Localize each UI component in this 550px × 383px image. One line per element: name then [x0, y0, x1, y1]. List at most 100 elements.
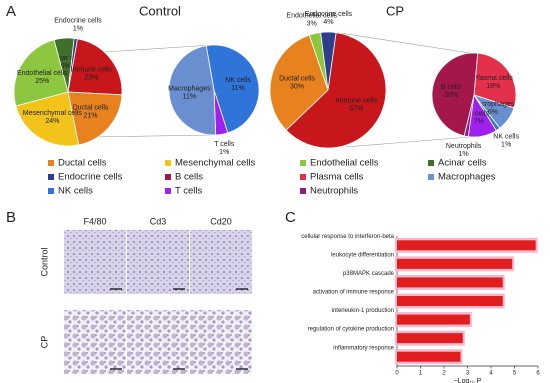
x-tick-label: 5: [513, 371, 517, 377]
legend-swatch: [48, 188, 54, 194]
pie-slice: [285, 32, 387, 149]
slice-value-label: 11%: [183, 93, 197, 100]
slice-label: NK cells: [225, 77, 251, 84]
pie-slice: [269, 34, 329, 131]
slice-label: Endocrine cells: [305, 11, 353, 18]
panel-label: A: [6, 3, 16, 20]
slice-value-label: 1%: [219, 149, 229, 156]
slice-value-label: 1%: [73, 26, 83, 33]
panel-label: C: [285, 209, 296, 226]
legend-label: Plasma cells: [310, 172, 364, 183]
micrograph: [127, 230, 189, 294]
x-tick-label: 1: [419, 371, 423, 377]
slice-value-label: 18%: [486, 83, 500, 90]
legend-label: Neutrophils: [310, 186, 358, 197]
y-tick-label: cellular response to interferon-beta: [301, 234, 394, 240]
slice-label: Mesenchymal cells: [23, 110, 83, 117]
legend-label: B cells: [175, 172, 203, 183]
slice-label: Acinar cells: [48, 55, 84, 62]
pie-slice: [15, 91, 80, 147]
y-tick-label: p38MAPK cascade: [343, 271, 395, 277]
bar: [397, 258, 513, 269]
legend-swatch: [300, 174, 306, 180]
x-tick-label: 2: [442, 371, 446, 377]
slice-label: T cells: [214, 141, 235, 148]
column-label: Cd3: [150, 216, 167, 226]
slice-value-label: 6%: [488, 109, 498, 116]
slice-label: NK cells: [493, 134, 519, 141]
slice-value-label: 1%: [459, 151, 469, 158]
slice-value-label: 21%: [83, 112, 97, 119]
row-label: Control: [39, 247, 49, 276]
micrograph: [127, 310, 189, 374]
legend-swatch: [428, 174, 434, 180]
slice-value-label: 24%: [45, 118, 59, 125]
bar: [397, 314, 470, 325]
legend-label: Ductal cells: [58, 158, 107, 169]
bar: [397, 240, 536, 251]
legend-swatch: [300, 160, 306, 166]
legend-swatch: [48, 160, 54, 166]
bar: [397, 277, 503, 288]
micrograph: [190, 310, 252, 374]
y-tick-label: leukocyte differentiation: [331, 252, 394, 258]
micrograph: [64, 230, 126, 294]
slice-value-label: 3%: [307, 21, 317, 28]
legend-label: Endothelial cells: [310, 158, 379, 169]
slice-label: Plasma cells: [474, 75, 514, 82]
pie-slice: [320, 31, 337, 91]
y-tick-label: regulation of cytokine production: [308, 327, 394, 333]
micrographs: F4/80 Cd3 Cd20 Control CP: [39, 216, 252, 374]
y-tick-label: inflammatory response: [333, 345, 394, 351]
column-label: Cd20: [210, 216, 232, 226]
slice-value-label: 30%: [444, 92, 458, 99]
pie-slice: [168, 45, 217, 136]
x-tick-label: 0: [395, 371, 399, 377]
pie-slice: [431, 52, 479, 137]
slice-value-label: 25%: [35, 78, 49, 85]
legend-swatch: [165, 174, 171, 180]
slice-label: Immune cells: [71, 66, 113, 73]
legend-label: Mesenchymal cells: [175, 158, 255, 169]
slice-value-label: 30%: [290, 83, 304, 90]
slice-label: Endocrine cells: [54, 18, 102, 25]
bar: [397, 296, 503, 306]
panel-label: B: [6, 209, 16, 226]
legend-label: Acinar cells: [438, 158, 487, 169]
pie-slice: [205, 44, 260, 134]
slice-value-label: 1%: [501, 142, 511, 149]
slice-value-label: 4%: [323, 19, 333, 26]
y-tick-label: interleukin-1 production: [332, 308, 394, 314]
slice-label: Ductal cells: [279, 75, 315, 82]
pie-title: CP: [386, 3, 404, 18]
legend-label: NK cells: [58, 186, 93, 197]
legend-swatch: [300, 188, 306, 194]
slice-label: Endothelial cells: [17, 70, 68, 77]
slice-label: Endothelial cells: [286, 13, 337, 20]
legend-swatch: [165, 188, 171, 194]
pie-slice: [473, 52, 517, 109]
micrograph: [64, 310, 126, 374]
slice-value-label: 7%: [474, 118, 484, 125]
legend-label: Endocrine cells: [58, 172, 123, 183]
micrograph: [190, 230, 252, 294]
bar: [397, 333, 463, 344]
slice-value-label: 6%: [61, 63, 71, 70]
legend-label: Macrophages: [438, 172, 496, 183]
row-label: CP: [39, 336, 49, 349]
x-tick-label: 3: [466, 371, 470, 377]
slice-value-label: 11%: [231, 85, 245, 92]
pie-slice: [13, 39, 69, 107]
column-label: F4/80: [83, 216, 106, 226]
slice-value-label: 23%: [84, 74, 98, 81]
slice-label: B cells: [441, 84, 462, 91]
connector-lines: [89, 32, 471, 148]
slice-label: Macrophages: [472, 101, 515, 108]
legend-swatch: [428, 160, 434, 166]
legend-swatch: [165, 160, 171, 166]
slice-value-label: 57%: [349, 105, 363, 112]
slice-label: Neutrophils: [446, 143, 482, 150]
y-tick-label: activation of immune response: [313, 290, 395, 296]
pie-slice: [67, 91, 123, 146]
